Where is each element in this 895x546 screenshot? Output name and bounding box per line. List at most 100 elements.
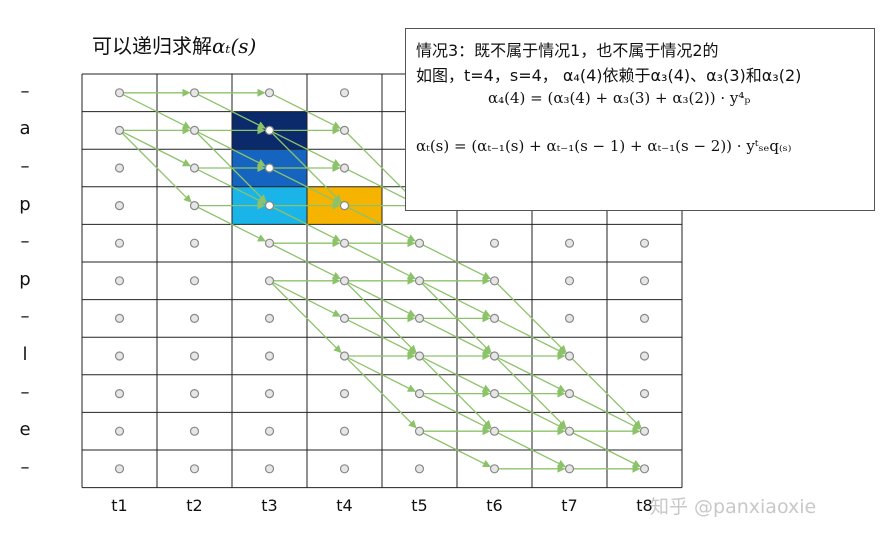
lattice-node: [114, 201, 125, 211]
lattice-node: [114, 125, 125, 135]
transition-arrow: [272, 131, 341, 167]
row-label: l: [22, 344, 28, 365]
diagram-title: 可以递归求解αₜ(s): [92, 30, 256, 59]
lattice-node: [189, 201, 200, 211]
lattice-node: [639, 426, 650, 436]
lattice-node: [339, 351, 350, 361]
lattice-node: [114, 163, 125, 173]
lattice-node: [339, 389, 350, 399]
lattice-node: [189, 88, 200, 98]
row-label: –: [20, 381, 30, 403]
transition-arrow: [271, 283, 342, 354]
lattice-node: [264, 464, 275, 474]
lattice-node: [189, 276, 200, 286]
row-label: –: [20, 156, 30, 177]
lattice-node: [189, 125, 200, 135]
lattice-node: [189, 426, 200, 436]
transition-arrow: [197, 131, 266, 167]
transition-arrow: [272, 244, 341, 280]
note-formula-2: αₜ(s) = (αₜ₋₁(s) + αₜ₋₁(s − 1) + αₜ₋₁(s …: [416, 137, 792, 155]
transition-arrow: [422, 432, 491, 468]
lattice-node: [564, 313, 575, 323]
lattice-node: [264, 351, 275, 361]
lattice-node: [414, 464, 425, 474]
lattice-node: [339, 464, 350, 474]
transition-arrow: [422, 282, 491, 317]
lattice-node: [564, 276, 575, 286]
lattice-node: [264, 238, 275, 248]
note-line-1: 情况3：既不属于情况1，也不属于情况2的: [416, 41, 719, 60]
watermark: 知乎 @panxiaoxie: [650, 496, 817, 518]
lattice-node: [114, 238, 125, 248]
lattice-node: [414, 276, 425, 286]
transition-arrow: [496, 283, 567, 354]
lattice-node: [489, 238, 500, 248]
lattice-node: [189, 238, 200, 248]
lattice-node: [489, 464, 500, 474]
lattice-node: [114, 351, 125, 361]
transition-arrow: [197, 169, 266, 204]
lattice-node: [339, 88, 350, 98]
lattice-node: [189, 389, 200, 399]
transition-arrow: [346, 358, 417, 429]
lattice-node: [489, 276, 500, 286]
lattice-node: [189, 163, 200, 173]
explanation-box: 情况3：既不属于情况1，也不属于情况2的 如图，t=4，s=4， α₄(4)依赖…: [405, 28, 875, 211]
transition-arrow: [121, 132, 192, 203]
lattice-node: [339, 125, 350, 135]
lattice-node: [489, 313, 500, 323]
lattice-node: [189, 313, 200, 323]
lattice-node: [189, 464, 200, 474]
transition-arrow: [571, 358, 642, 429]
lattice-node: [564, 464, 575, 474]
transition-arrow: [497, 432, 566, 468]
lattice-node: [564, 238, 575, 248]
lattice-node: [564, 389, 575, 399]
lattice-node: [114, 88, 125, 98]
lattice-node: [339, 163, 350, 173]
lattice-node: [264, 163, 275, 173]
lattice-node: [114, 276, 125, 286]
lattice-node: [414, 389, 425, 399]
column-label: t8: [636, 496, 653, 515]
lattice-node: [114, 389, 125, 399]
transition-arrow: [347, 244, 416, 280]
lattice-node: [114, 426, 125, 436]
row-label: –: [20, 456, 30, 478]
row-label: –: [20, 231, 30, 253]
transition-arrow: [272, 169, 341, 204]
lattice-node: [264, 201, 275, 211]
row-label: p: [19, 193, 31, 215]
transition-arrow: [422, 319, 491, 355]
lattice-node: [264, 426, 275, 436]
column-label: t4: [336, 496, 353, 515]
lattice-node: [639, 464, 650, 474]
transition-arrow: [347, 357, 416, 392]
transition-arrow: [422, 244, 491, 280]
lattice-node: [639, 313, 650, 323]
column-label: t7: [561, 496, 578, 515]
lattice-node: [264, 88, 275, 98]
transition-arrow: [197, 206, 266, 242]
lattice-node: [489, 426, 500, 436]
row-label: a: [19, 118, 31, 140]
lattice-node: [264, 276, 275, 286]
transition-arrow: [497, 319, 566, 355]
lattice-node: [489, 351, 500, 361]
lattice-node: [564, 351, 575, 361]
transition-arrow: [272, 206, 341, 242]
column-label: t6: [486, 496, 503, 515]
row-label: p: [19, 268, 31, 290]
transition-arrow: [572, 432, 641, 468]
lattice-node: [339, 238, 350, 248]
transition-arrow: [572, 394, 641, 430]
row-label: –: [20, 306, 30, 328]
lattice-node: [639, 276, 650, 286]
lattice-node: [339, 313, 350, 323]
lattice-node: [264, 389, 275, 399]
transition-arrow: [272, 282, 341, 317]
transition-arrow: [497, 357, 566, 392]
lattice-node: [114, 313, 125, 323]
transition-arrow: [422, 394, 491, 430]
